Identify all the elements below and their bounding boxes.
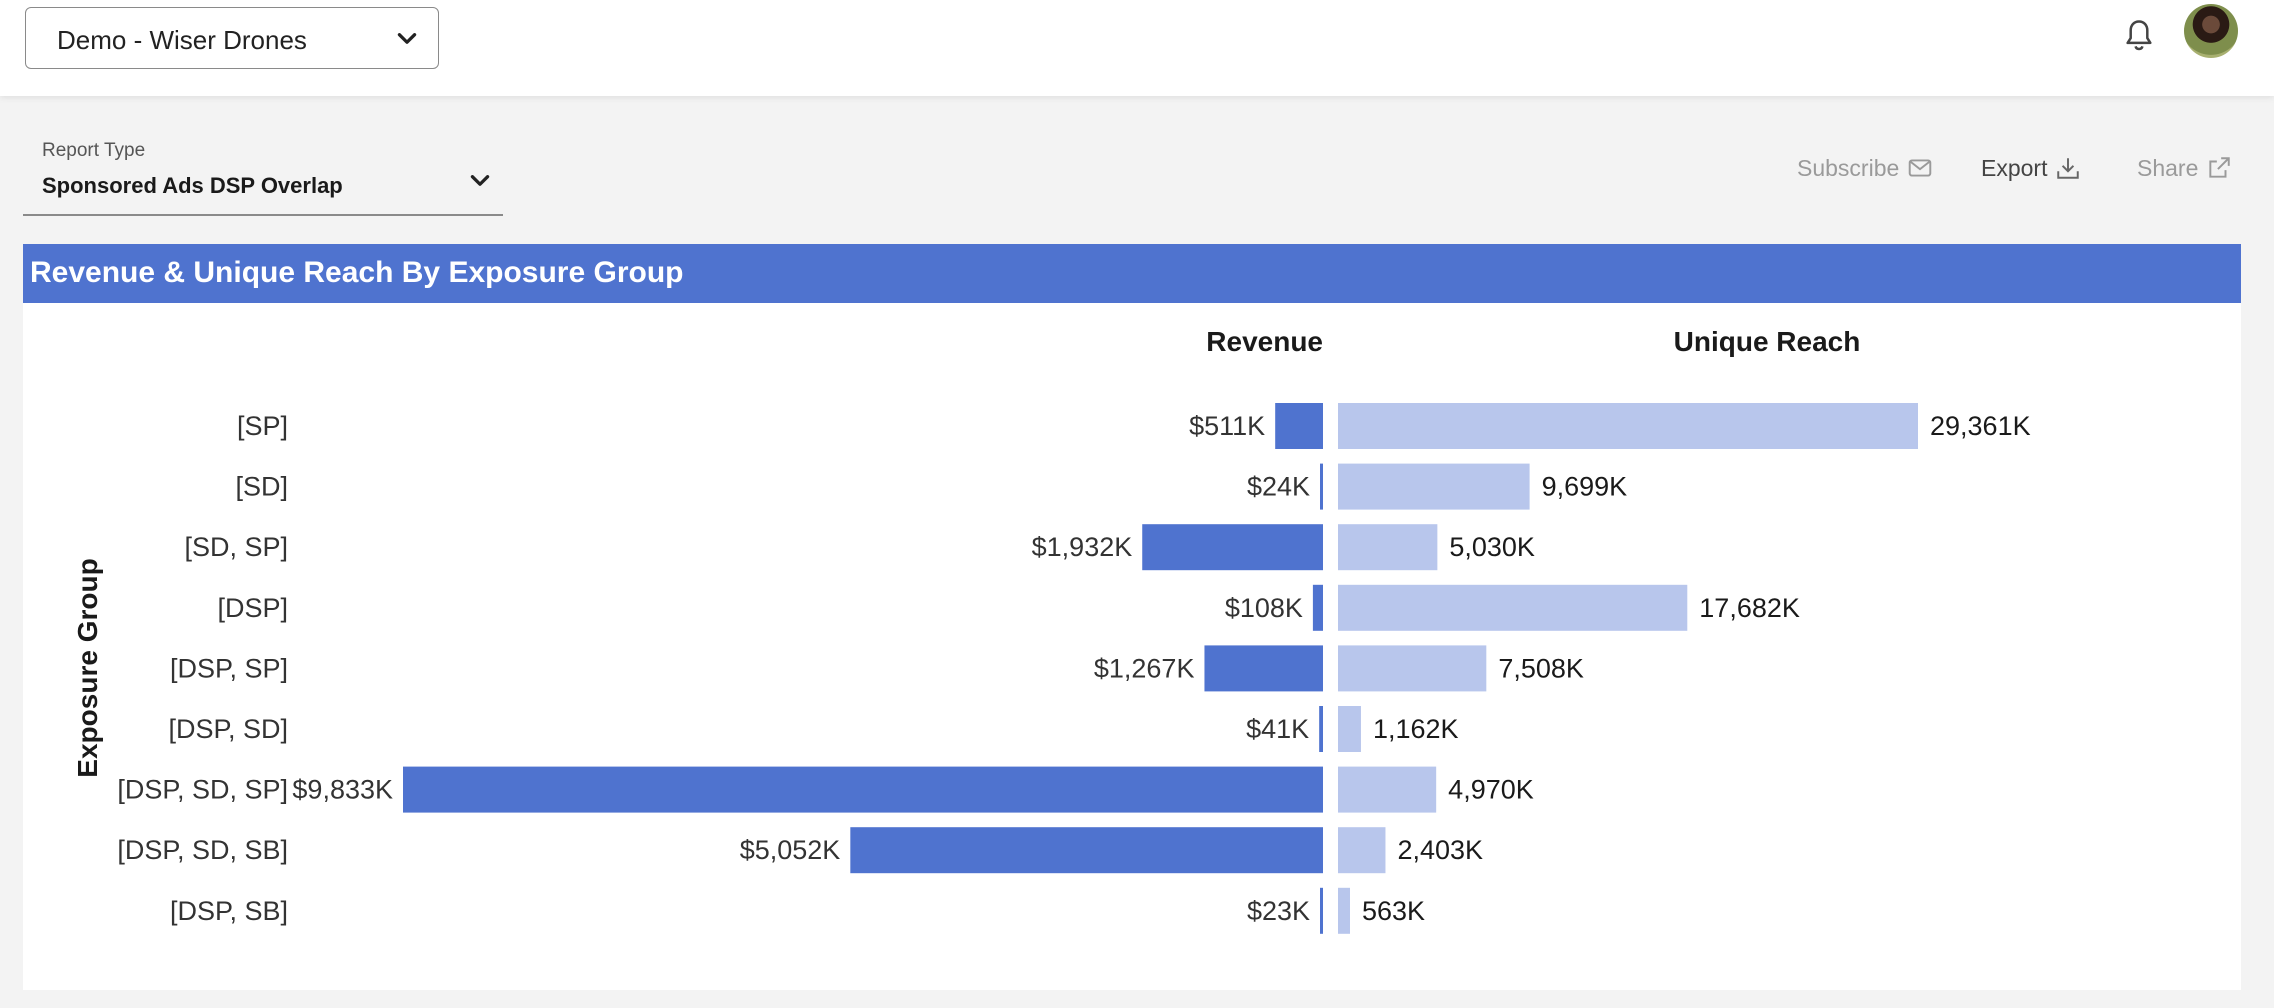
unique-reach-value-label: 2,403K — [1397, 835, 1483, 865]
y-axis-title: Exposure Group — [72, 558, 103, 777]
revenue-bar — [850, 827, 1323, 874]
revenue-value-label: $41K — [1246, 714, 1309, 744]
share-button[interactable]: Share — [2137, 152, 2232, 184]
account-select-label: Demo - Wiser Drones — [57, 25, 307, 55]
category-label: [DSP, SD, SB] — [117, 835, 288, 865]
export-button[interactable]: Export — [1981, 152, 2081, 184]
mail-icon — [1909, 159, 1932, 177]
category-label: [DSP, SP] — [170, 653, 288, 683]
unique-reach-bar — [1338, 887, 1350, 934]
revenue-value-label: $5,052K — [740, 835, 841, 865]
unique-reach-value-label: 17,682K — [1699, 593, 1800, 623]
revenue-value-label: $24K — [1247, 472, 1310, 502]
revenue-value-label: $1,932K — [1032, 532, 1133, 562]
unique-reach-value-label: 563K — [1362, 896, 1425, 926]
revenue-value-label: $108K — [1225, 593, 1303, 623]
top-bar: Demo - Wiser Drones — [0, 0, 2274, 96]
share-label: Share — [2137, 154, 2199, 181]
bell-icon[interactable] — [2122, 18, 2156, 54]
chevron-down-icon — [470, 175, 490, 186]
chevron-down-icon — [397, 33, 417, 44]
account-select[interactable]: Demo - Wiser Drones — [25, 7, 439, 69]
revenue-bar — [403, 766, 1323, 813]
revenue-bar — [1320, 463, 1323, 510]
unique-reach-bar — [1338, 827, 1386, 874]
external-link-icon — [2209, 157, 2231, 178]
unique-reach-bar — [1338, 463, 1530, 510]
exposure-group-chart: Revenue Unique Reach Exposure Group [SP]… — [72, 326, 2031, 934]
subscribe-button[interactable]: Subscribe — [1797, 152, 1933, 184]
unique-reach-value-label: 9,699K — [1542, 472, 1628, 502]
revenue-bar — [1319, 706, 1323, 752]
revenue-value-label: $1,267K — [1094, 653, 1195, 683]
revenue-value-label: $23K — [1247, 896, 1310, 926]
download-icon — [2057, 158, 2080, 179]
category-label: [DSP] — [217, 593, 288, 623]
user-avatar[interactable] — [2184, 4, 2238, 58]
chart-panel: Revenue & Unique Reach By Exposure Group… — [23, 244, 2241, 990]
unique-reach-value-label: 1,162K — [1373, 714, 1459, 744]
unique-reach-value-label: 29,361K — [1930, 411, 2031, 441]
category-label: [DSP, SD, SP] — [117, 775, 288, 805]
report-type-value: Sponsored Ads DSP Overlap — [42, 173, 343, 198]
revenue-bar — [1275, 403, 1323, 449]
unique-reach-bar — [1338, 766, 1437, 813]
unique-reach-bar — [1338, 706, 1361, 752]
unique-reach-bar — [1338, 645, 1487, 692]
revenue-value-label: $511K — [1189, 411, 1265, 441]
unique-reach-value-label: 5,030K — [1449, 532, 1535, 562]
panel-header: Revenue & Unique Reach By Exposure Group — [23, 244, 2241, 303]
panel-title: Revenue & Unique Reach By Exposure Group — [30, 256, 684, 289]
revenue-bar — [1204, 645, 1323, 692]
category-label: [DSP, SB] — [170, 896, 288, 926]
unique-reach-value-label: 7,508K — [1498, 653, 1584, 683]
category-label: [SD] — [235, 472, 288, 502]
category-label: [SD, SP] — [184, 532, 288, 562]
report-type-select[interactable]: Report Type Sponsored Ads DSP Overlap — [23, 138, 503, 216]
subscribe-label: Subscribe — [1797, 154, 1900, 181]
export-label: Export — [1981, 154, 2048, 181]
unique-reach-series-heading: Unique Reach — [1674, 326, 1861, 357]
unique-reach-bar — [1338, 403, 1918, 449]
revenue-bar — [1320, 887, 1323, 934]
revenue-bar — [1142, 524, 1323, 571]
revenue-series-heading: Revenue — [1206, 326, 1323, 357]
category-label: [DSP, SD] — [168, 714, 288, 744]
unique-reach-bar — [1338, 584, 1688, 631]
unique-reach-bar — [1338, 524, 1438, 571]
unique-reach-value-label: 4,970K — [1448, 775, 1534, 805]
revenue-value-label: $9,833K — [292, 775, 393, 805]
report-type-caption: Report Type — [42, 140, 146, 161]
category-label: [SP] — [237, 411, 288, 441]
revenue-bar — [1312, 584, 1323, 631]
